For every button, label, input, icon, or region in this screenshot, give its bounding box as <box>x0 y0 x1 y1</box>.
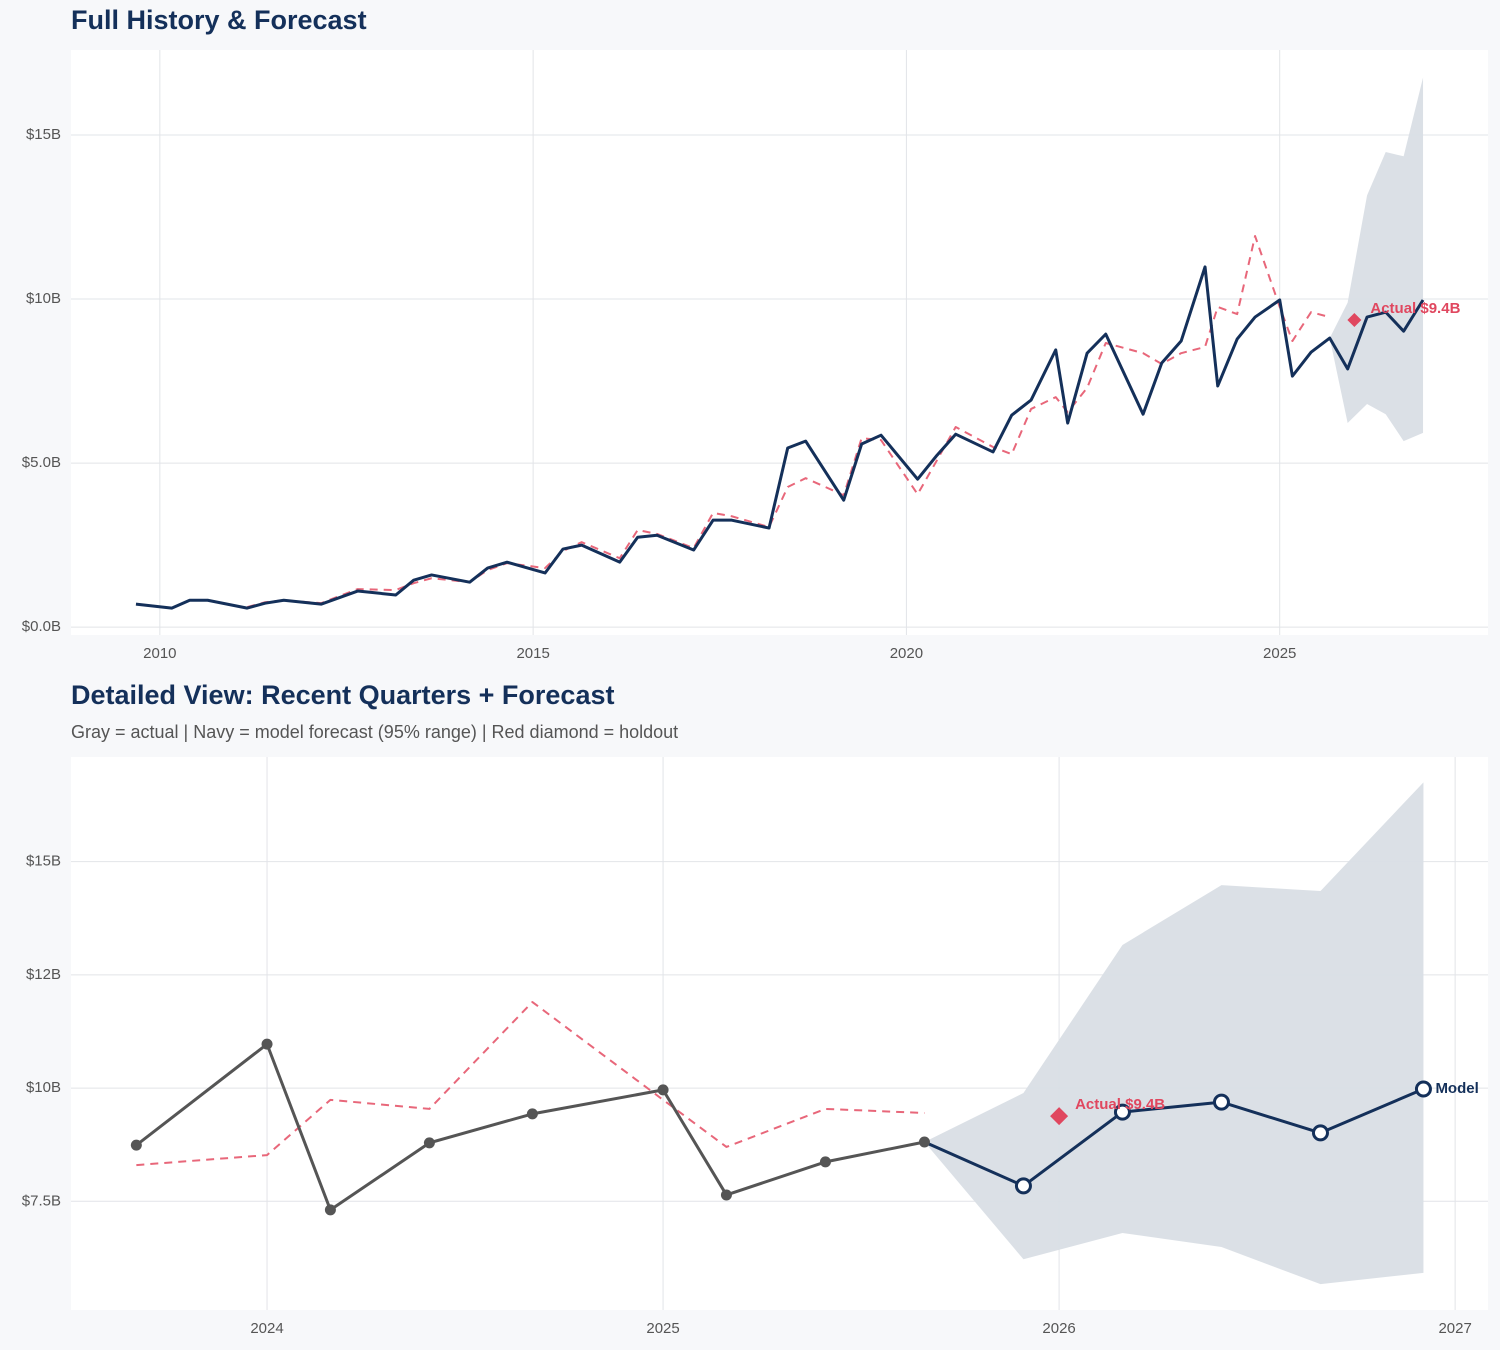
data-point <box>1212 1093 1230 1111</box>
x-tick-label: 2010 <box>143 645 176 662</box>
y-tick-label: $15B <box>26 126 61 143</box>
data-point <box>261 1038 273 1050</box>
series-line <box>923 1087 1425 1188</box>
x-tick-label: 2026 <box>1042 1320 1075 1337</box>
holdout-marker <box>1050 1107 1069 1126</box>
y-tick-label: $0.0B <box>22 618 61 635</box>
series-line <box>135 265 1425 610</box>
data-point <box>1311 1124 1329 1142</box>
data-point <box>324 1204 336 1216</box>
y-tick-label: $15B <box>26 853 61 870</box>
data-point <box>526 1108 538 1120</box>
y-tick-label: $10B <box>26 290 61 307</box>
data-point <box>423 1137 435 1149</box>
y-tick-label: $12B <box>26 966 61 983</box>
data-point <box>1414 1080 1432 1098</box>
data-point <box>819 1156 831 1168</box>
chart-title: Detailed View: Recent Quarters + Forecas… <box>71 680 614 710</box>
y-tick-label: $10B <box>26 1079 61 1096</box>
plot-area <box>71 50 1488 635</box>
data-point <box>720 1189 732 1201</box>
holdout-marker <box>1347 313 1362 328</box>
holdout-label: Actual $9.4B <box>1370 300 1460 317</box>
chart-subtitle: Gray = actual | Navy = model forecast (9… <box>71 722 678 742</box>
x-tick-label: 2015 <box>516 645 549 662</box>
chart-title: Full History & Forecast <box>71 5 367 35</box>
x-tick-label: 2027 <box>1438 1320 1471 1337</box>
y-tick-label: $7.5B <box>22 1192 61 1209</box>
series-line <box>136 1001 925 1167</box>
x-tick-label: 2020 <box>890 645 923 662</box>
data-point <box>1113 1103 1131 1121</box>
data-point <box>1014 1177 1032 1195</box>
data-point <box>918 1136 930 1148</box>
y-tick-label: $5.0B <box>22 454 61 471</box>
data-point <box>130 1139 142 1151</box>
data-point <box>657 1084 669 1096</box>
x-tick-label: 2024 <box>250 1320 283 1337</box>
x-tick-label: 2025 <box>1263 645 1296 662</box>
x-tick-label: 2025 <box>646 1320 679 1337</box>
holdout-label: Actual $9.4B <box>1075 1096 1165 1113</box>
end-label: Model <box>1435 1080 1478 1097</box>
forecast-band <box>924 782 1424 1285</box>
